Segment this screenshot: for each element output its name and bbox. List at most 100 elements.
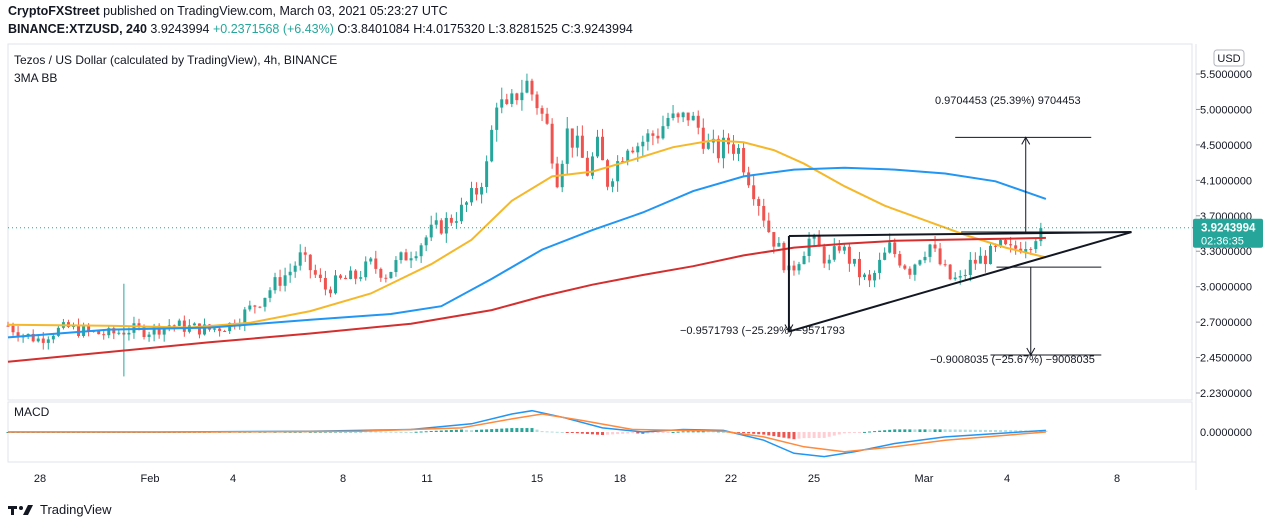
candle[interactable]	[792, 260, 796, 276]
candle[interactable]	[1014, 240, 1018, 255]
candle[interactable]	[490, 125, 494, 163]
candle[interactable]	[721, 129, 725, 169]
candle[interactable]	[505, 93, 509, 106]
candle[interactable]	[480, 182, 484, 204]
candle[interactable]	[928, 243, 932, 263]
candle[interactable]	[349, 266, 353, 280]
candle[interactable]	[898, 250, 902, 268]
candle[interactable]	[303, 246, 307, 262]
candle[interactable]	[510, 89, 514, 108]
candle[interactable]	[374, 250, 378, 274]
candle[interactable]	[656, 128, 660, 144]
candle[interactable]	[857, 251, 861, 286]
candle[interactable]	[258, 306, 262, 309]
candle[interactable]	[132, 316, 136, 339]
candle[interactable]	[470, 181, 474, 206]
candle[interactable]	[701, 118, 705, 154]
candle[interactable]	[1039, 222, 1043, 247]
candle[interactable]	[1024, 241, 1028, 259]
candle[interactable]	[288, 263, 292, 283]
candle[interactable]	[878, 252, 882, 280]
candle[interactable]	[570, 128, 574, 158]
candle[interactable]	[873, 270, 877, 288]
candle[interactable]	[263, 297, 267, 312]
candle[interactable]	[434, 212, 438, 229]
candle[interactable]	[661, 115, 665, 140]
candle[interactable]	[102, 329, 106, 340]
candle[interactable]	[404, 248, 408, 261]
candle[interactable]	[651, 130, 655, 146]
candle[interactable]	[797, 261, 801, 275]
candle[interactable]	[298, 244, 302, 271]
candle[interactable]	[968, 252, 972, 282]
candle[interactable]	[515, 92, 519, 105]
candle[interactable]	[580, 125, 584, 158]
candle[interactable]	[46, 336, 50, 350]
candle[interactable]	[817, 230, 821, 247]
candle[interactable]	[283, 267, 287, 292]
candle[interactable]	[112, 325, 116, 340]
candle[interactable]	[16, 326, 20, 342]
candle[interactable]	[963, 269, 967, 281]
candle[interactable]	[837, 239, 841, 254]
candle[interactable]	[832, 238, 836, 262]
candle[interactable]	[485, 155, 489, 193]
candle[interactable]	[535, 91, 539, 115]
candle[interactable]	[77, 318, 81, 338]
candle[interactable]	[454, 212, 458, 229]
candle[interactable]	[384, 274, 388, 283]
candle[interactable]	[157, 323, 161, 339]
candle[interactable]	[646, 129, 650, 151]
candle[interactable]	[666, 112, 670, 129]
candle[interactable]	[953, 272, 957, 281]
candle[interactable]	[611, 178, 615, 193]
measure-annotation[interactable]: 0.9704453 (25.39%) 9704453	[935, 95, 1092, 233]
candle[interactable]	[318, 268, 322, 283]
candle[interactable]	[218, 326, 222, 337]
candle[interactable]	[394, 256, 398, 277]
candle[interactable]	[868, 269, 872, 288]
candle[interactable]	[696, 110, 700, 135]
candle[interactable]	[6, 321, 10, 327]
candle[interactable]	[626, 148, 630, 166]
candle[interactable]	[742, 143, 746, 177]
candle[interactable]	[827, 254, 831, 271]
candle[interactable]	[243, 306, 247, 332]
candle[interactable]	[545, 107, 549, 125]
candle[interactable]	[117, 329, 121, 336]
candle[interactable]	[863, 272, 867, 280]
candle[interactable]	[847, 243, 851, 272]
candle[interactable]	[565, 116, 569, 175]
candle[interactable]	[424, 235, 428, 252]
candle[interactable]	[449, 214, 453, 226]
candle[interactable]	[883, 247, 887, 261]
candle[interactable]	[459, 197, 463, 224]
candle[interactable]	[681, 111, 685, 123]
candle[interactable]	[328, 286, 332, 298]
candle[interactable]	[323, 270, 327, 296]
candle[interactable]	[686, 112, 690, 126]
candle[interactable]	[359, 270, 363, 282]
candle[interactable]	[621, 157, 625, 163]
candle[interactable]	[56, 325, 60, 338]
candle[interactable]	[747, 166, 751, 188]
publisher-name[interactable]: CryptoFXStreet	[8, 4, 100, 18]
candle[interactable]	[182, 315, 186, 337]
candle[interactable]	[948, 264, 952, 281]
candle[interactable]	[293, 261, 297, 278]
candle[interactable]	[913, 263, 917, 281]
candle[interactable]	[223, 329, 227, 332]
candle[interactable]	[248, 300, 252, 312]
candle[interactable]	[1004, 238, 1008, 246]
candle[interactable]	[530, 78, 534, 101]
candle[interactable]	[1034, 238, 1038, 254]
candle[interactable]	[822, 243, 826, 268]
candle[interactable]	[147, 331, 151, 342]
candle[interactable]	[354, 269, 358, 285]
candle[interactable]	[495, 102, 499, 142]
candle[interactable]	[606, 158, 610, 191]
candle[interactable]	[36, 335, 40, 343]
candle[interactable]	[757, 196, 761, 216]
candle[interactable]	[782, 241, 786, 273]
